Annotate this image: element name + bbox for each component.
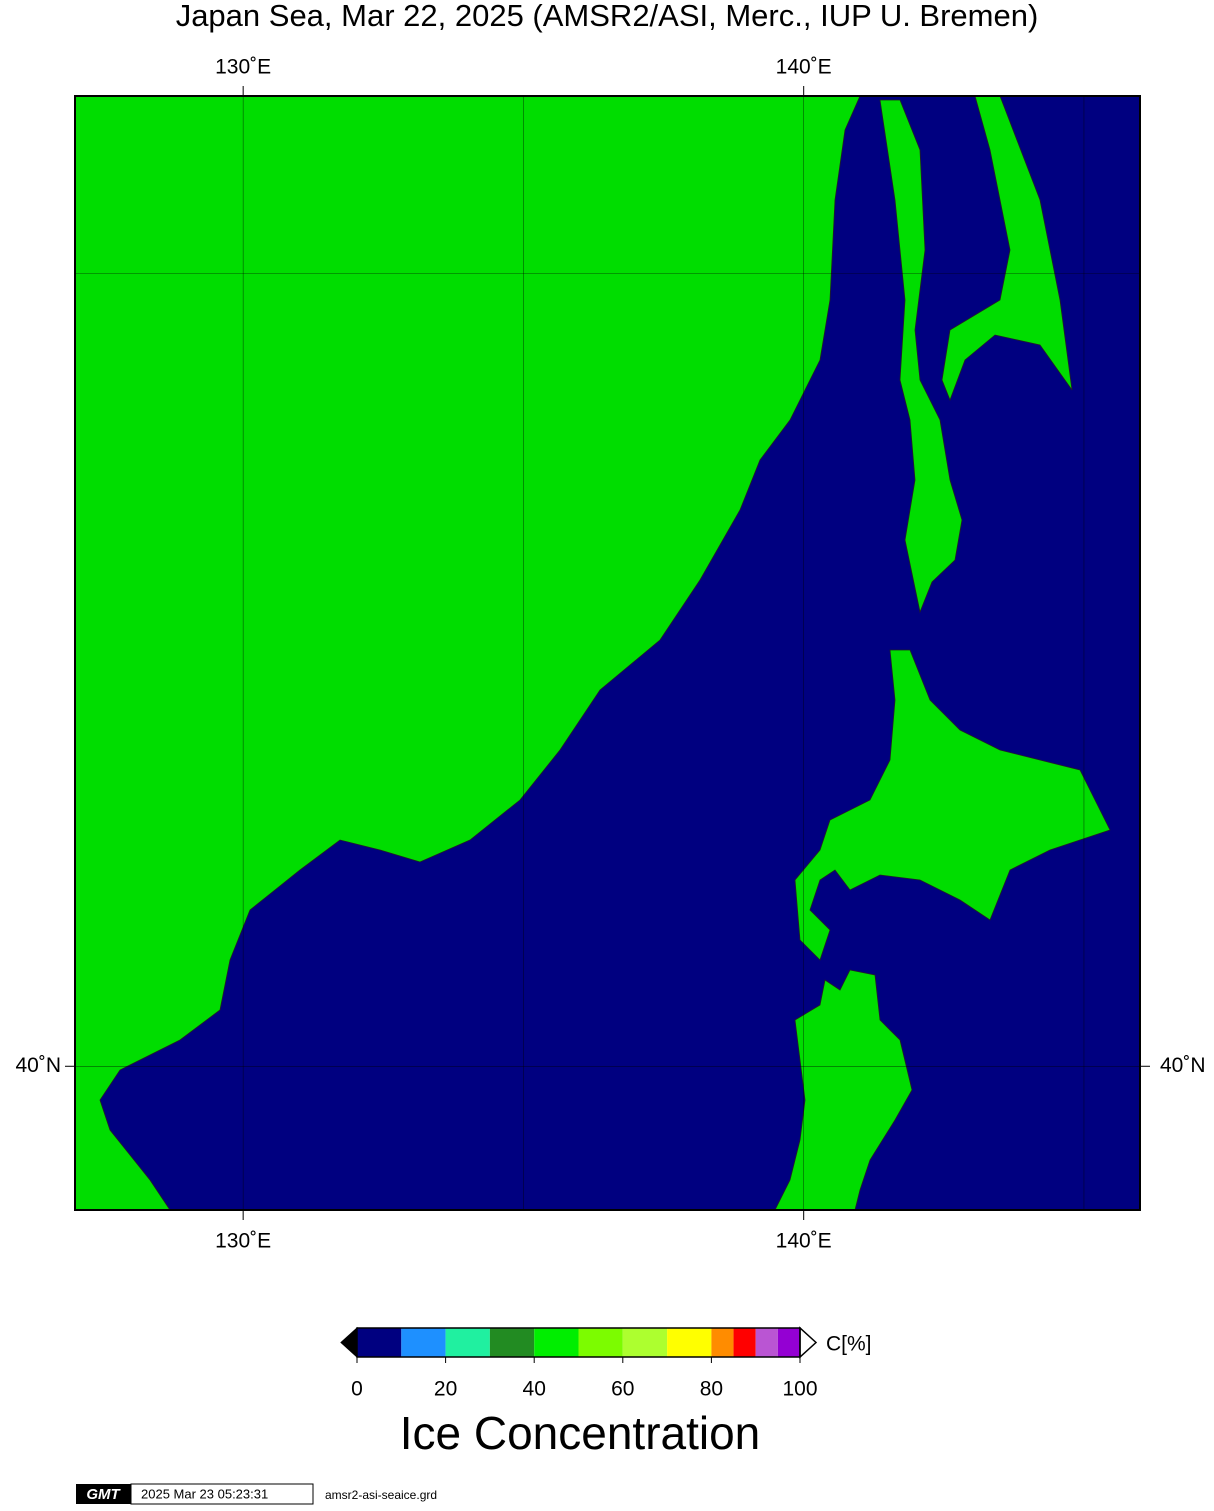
- colorbar-tick-label: 100: [782, 1378, 817, 1401]
- colorbar-title: Ice Concentration: [400, 1407, 761, 1459]
- overflow-triangle: [799, 1326, 818, 1359]
- map-frame: [74, 95, 1141, 1211]
- lat-tick-label: 40˚N: [1160, 1054, 1206, 1077]
- sakhalin: [879, 99, 963, 614]
- colorbar-tick-label: 0: [351, 1378, 363, 1401]
- colorbar-unit: C[%]: [826, 1333, 872, 1356]
- map-title: Japan Sea, Mar 22, 2025 (AMSR2/ASI, Merc…: [176, 0, 1039, 33]
- land: [74, 95, 1111, 1211]
- colorbar-segment: [445, 1328, 490, 1357]
- lon-tick-label: 140˚E: [776, 1230, 832, 1253]
- colorbar-segment: [733, 1328, 756, 1357]
- colorbar-segment: [534, 1328, 579, 1357]
- timestamp: 2025 Mar 23 05:23:31: [141, 1486, 268, 1501]
- honshu: [774, 969, 913, 1211]
- colorbar-segment: [755, 1328, 778, 1357]
- lon-tick-label: 130˚E: [215, 1230, 271, 1253]
- colorbar-tick-label: 40: [523, 1378, 546, 1401]
- logo-box: [76, 1484, 131, 1504]
- graticule: [75, 96, 1140, 1210]
- hokkaido: [794, 649, 1111, 961]
- colorbar-segment: [777, 1328, 800, 1357]
- colorbar-tick-label: 60: [611, 1378, 634, 1401]
- lon-tick-label: 130˚E: [215, 56, 271, 79]
- lon-tick-label: 140˚E: [776, 56, 832, 79]
- colorbar-segment: [578, 1328, 623, 1357]
- mainland: [74, 95, 861, 1211]
- colorbar-segment: [622, 1328, 668, 1357]
- colorbar-tick-label: 80: [700, 1378, 723, 1401]
- gmt-logo: GMT: [86, 1486, 121, 1503]
- colorbar-segment: [489, 1328, 535, 1357]
- underflow-triangle: [340, 1326, 358, 1359]
- lat-tick-label: 40˚N: [15, 1054, 61, 1077]
- timestamp-box: [130, 1483, 314, 1505]
- colorbar-segment: [401, 1328, 446, 1357]
- east-land: [941, 95, 1073, 402]
- colorbar-segment: [711, 1328, 734, 1357]
- file-name: amsr2-asi-seaice.grd: [325, 1488, 437, 1502]
- colorbar-segment: [667, 1328, 712, 1357]
- colorbar-segment: [357, 1328, 402, 1357]
- colorbar: 0 20 40 60 80 100: [340, 1326, 818, 1401]
- colorbar-frame: [356, 1327, 801, 1358]
- colorbar-tick-label: 20: [434, 1378, 457, 1401]
